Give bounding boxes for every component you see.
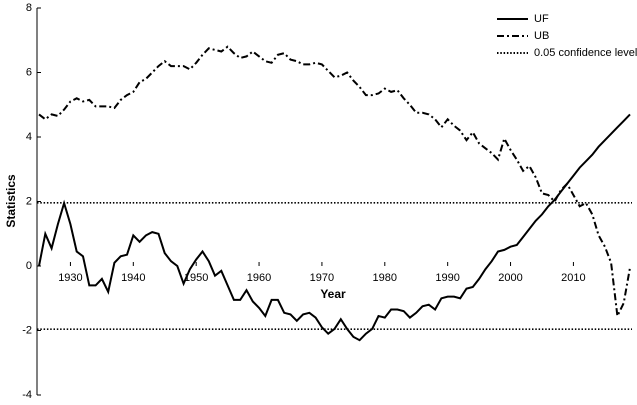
x-tick-label: 1990 bbox=[435, 272, 459, 284]
x-tick-label: 1940 bbox=[121, 272, 145, 284]
y-axis-title: Statistics bbox=[4, 174, 18, 228]
x-tick-label: 1950 bbox=[184, 272, 208, 284]
x-tick-label: 2010 bbox=[561, 272, 585, 284]
y-tick-label: 2 bbox=[26, 195, 32, 207]
series-line bbox=[38, 45, 631, 320]
y-tick-label: 4 bbox=[26, 131, 32, 143]
legend-label: UB bbox=[534, 30, 549, 42]
x-tick-label: 1980 bbox=[373, 272, 397, 284]
y-tick-label: -2 bbox=[22, 324, 32, 336]
y-tick-label: 6 bbox=[26, 66, 32, 78]
x-tick-label: 2000 bbox=[498, 272, 522, 284]
legend-label: 0.05 confidence level bbox=[534, 47, 637, 59]
x-tick-label: 1970 bbox=[310, 272, 334, 284]
x-tick-label: 1930 bbox=[58, 272, 82, 284]
y-tick-label: 8 bbox=[26, 2, 32, 14]
x-axis-title: Year bbox=[320, 287, 346, 301]
y-tick-label: 0 bbox=[26, 260, 32, 272]
y-tick-label: -4 bbox=[22, 389, 32, 401]
x-tick-label: 1960 bbox=[247, 272, 271, 284]
legend-label: UF bbox=[534, 13, 549, 25]
series-line bbox=[38, 113, 631, 342]
